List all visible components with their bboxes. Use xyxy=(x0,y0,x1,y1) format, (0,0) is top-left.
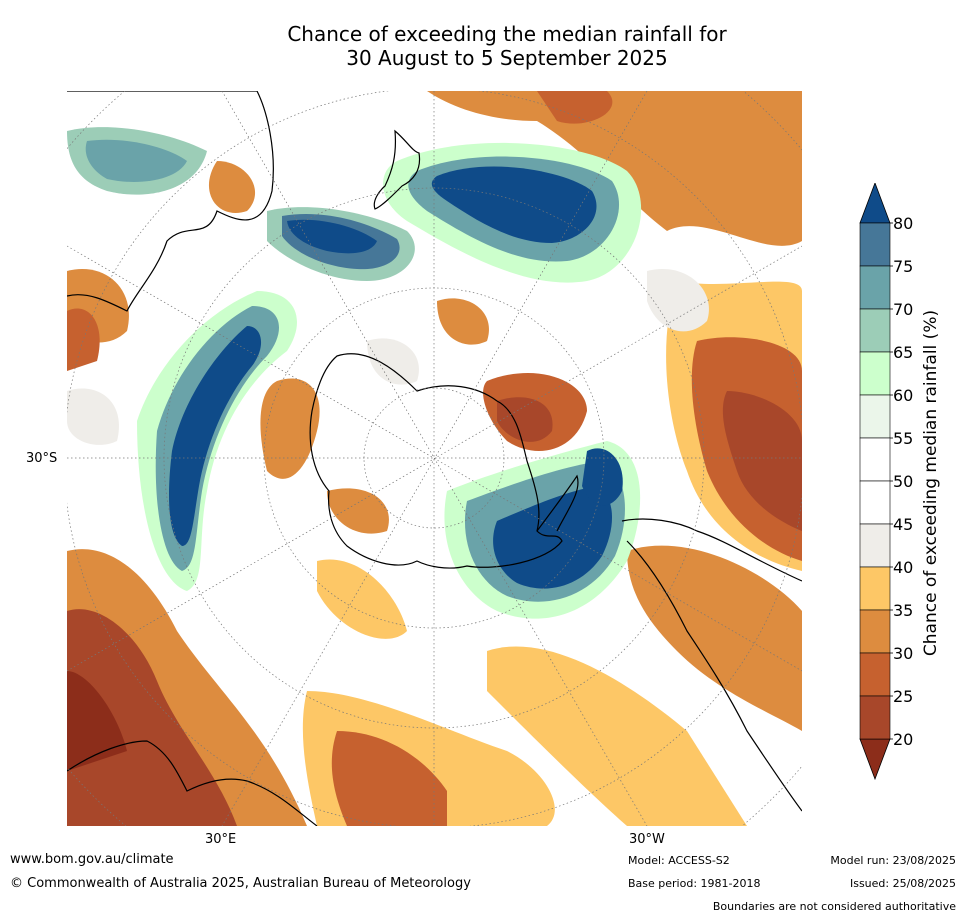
probability-fields xyxy=(67,91,802,826)
neutral-region xyxy=(647,269,709,332)
neutral-region xyxy=(367,338,419,385)
dry-region xyxy=(627,545,802,731)
legend-tick-label: 55 xyxy=(893,429,913,448)
legend-band xyxy=(859,308,891,353)
rainfall-map xyxy=(67,91,802,826)
dry-region xyxy=(67,308,100,371)
legend-band xyxy=(859,609,891,654)
footer-copyright: © Commonwealth of Australia 2025, Austra… xyxy=(10,876,471,891)
map-title: Chance of exceeding the median rainfall … xyxy=(67,22,947,70)
legend-band xyxy=(859,695,891,740)
legend-tick-label: 30 xyxy=(893,644,913,663)
lon-label-30e: 30°E xyxy=(205,832,237,847)
legend-tick-label: 60 xyxy=(893,386,913,405)
footer-model-run: Model run: 23/08/2025 xyxy=(830,854,956,867)
legend-tick-label: 20 xyxy=(893,730,913,749)
legend-tick-label: 80 xyxy=(893,214,913,233)
legend-tick-label: 25 xyxy=(893,687,913,706)
legend-band xyxy=(859,523,891,568)
antarctica-coastline xyxy=(309,353,563,569)
legend-extend-low xyxy=(859,738,891,781)
legend-title: Chance of exceeding median rainfall (%) xyxy=(921,309,941,657)
dry-region xyxy=(327,488,389,534)
south-america-coastline xyxy=(621,518,802,812)
dry-region xyxy=(437,298,489,345)
title-line-1: Chance of exceeding the median rainfall … xyxy=(287,22,727,46)
wet-region xyxy=(582,448,623,506)
legend-tick-label: 50 xyxy=(893,472,913,491)
dry-region xyxy=(722,391,802,531)
coastlines xyxy=(67,91,802,826)
wet-region xyxy=(493,486,613,589)
dry-region xyxy=(537,91,613,124)
lat-label-30s: 30°S xyxy=(26,451,58,466)
legend-band xyxy=(859,437,891,482)
wet-region xyxy=(85,139,187,182)
color-legend: 80 75 70 65 60 55 50 45 40 35 30 25 20 xyxy=(859,183,913,781)
lon-label-30w: 30°W xyxy=(629,832,665,847)
legend-extend-high xyxy=(859,183,891,224)
dry-region xyxy=(487,646,747,826)
new-zealand-coastline xyxy=(373,129,421,210)
dry-region xyxy=(497,397,553,442)
legend-tick-label: 35 xyxy=(893,601,913,620)
australia-coastline xyxy=(67,91,274,312)
legend-tick-label: 65 xyxy=(893,343,913,362)
legend-band xyxy=(859,351,891,396)
wet-region xyxy=(169,326,262,546)
antarctic-peninsula-coastline xyxy=(536,474,579,532)
footer-issued: Issued: 25/08/2025 xyxy=(849,877,956,890)
footer-website: www.bom.gov.au/climate xyxy=(10,852,174,867)
legend-tick-label: 45 xyxy=(893,515,913,534)
dry-region xyxy=(208,161,256,213)
legend-band xyxy=(859,394,891,439)
dry-region xyxy=(331,731,447,826)
legend-tick-label: 70 xyxy=(893,300,913,319)
legend-band xyxy=(859,480,891,525)
legend-band xyxy=(859,222,891,267)
africa-coastline xyxy=(67,740,318,826)
dry-region xyxy=(67,671,127,771)
legend-band xyxy=(859,566,891,611)
graticule xyxy=(67,91,802,826)
dry-region xyxy=(260,378,320,479)
footer-base-period: Base period: 1981-2018 xyxy=(628,877,761,890)
dry-region xyxy=(317,559,407,639)
legend-tick-label: 40 xyxy=(893,558,913,577)
neutral-region xyxy=(67,388,119,445)
legend-tick-label: 75 xyxy=(893,257,913,276)
dry-region xyxy=(67,609,237,826)
footer-model: Model: ACCESS-S2 xyxy=(628,854,730,867)
legend-band xyxy=(859,265,891,310)
wet-region xyxy=(287,219,377,254)
footer-disclaimer: Boundaries are not considered authoritat… xyxy=(712,900,956,913)
title-line-2: 30 August to 5 September 2025 xyxy=(346,46,668,70)
legend-band xyxy=(859,652,891,697)
wet-region xyxy=(431,166,597,243)
